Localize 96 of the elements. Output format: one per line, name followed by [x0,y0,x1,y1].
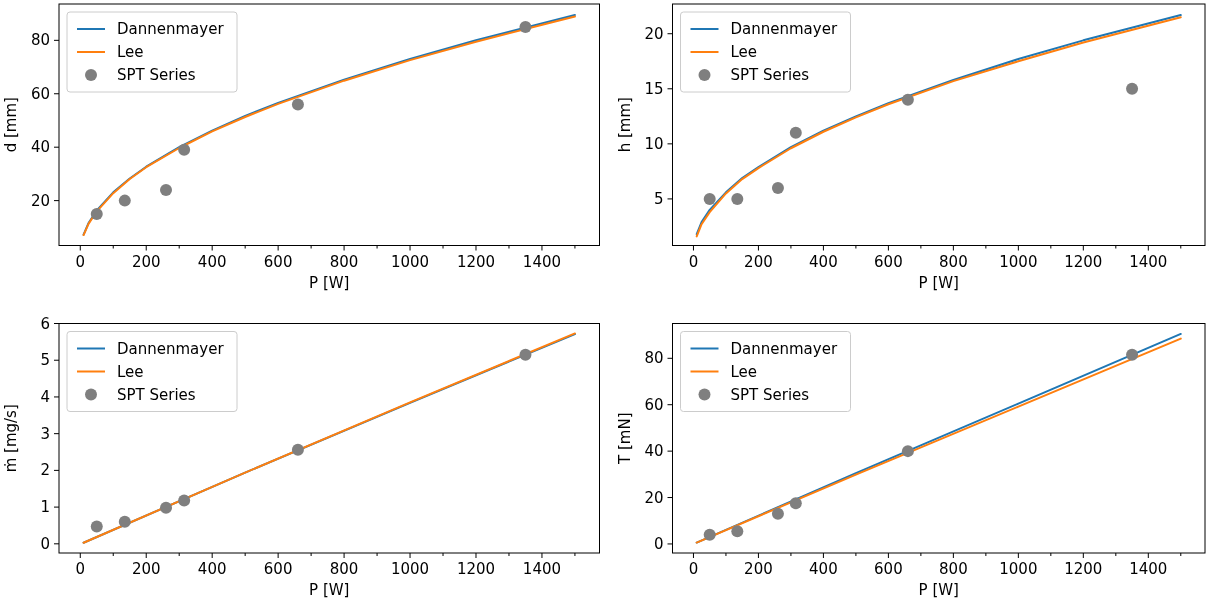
y-axis-title: ṁ [mg/s] [2,404,20,473]
y-tick-label: 0 [653,534,664,553]
x-tick-label: 200 [131,560,161,578]
point [731,192,744,205]
legend-label: Lee [117,362,144,381]
point [519,20,532,33]
y-tick-label: 4 [40,387,50,406]
x-tick-label: 1000 [999,560,1038,578]
x-tick-label: 200 [744,560,773,578]
point [160,183,173,196]
legend-label: Lee [117,43,144,61]
y-axis-title: d [mm] [2,97,20,153]
legend-label: SPT Series [730,385,810,404]
x-tick-label: 1000 [390,560,430,578]
y-tick-label: 20 [644,488,664,507]
point [731,525,744,538]
legend-label: SPT Series [117,385,196,404]
x-axis-title: P [W] [309,273,350,292]
x-tick-label: 800 [939,560,968,578]
y-tick-label: 80 [644,349,664,368]
y-tick-label: 40 [644,442,664,461]
y-tick-label: 5 [653,189,664,208]
x-tick-label: 1200 [456,252,496,271]
x-axis-title: P [W] [918,273,959,292]
y-tick-label: 5 [40,351,50,370]
point [178,143,191,156]
legend-label: Lee [730,43,758,61]
point [118,194,131,207]
x-tick-label: 1400 [1129,252,1168,271]
x-tick-label: 400 [197,560,227,578]
y-tick-label: 1 [40,498,50,517]
x-axis-title: P [W] [309,581,350,599]
point [703,192,716,205]
x-tick-label: 200 [744,252,773,271]
legend-label: Lee [730,362,758,381]
point [90,207,103,220]
x-tick-label: 600 [874,252,903,271]
x-tick-label: 1000 [390,252,430,271]
x-tick-label: 800 [329,252,359,271]
point [789,126,802,139]
y-axis-title: T [mN] [615,412,634,465]
point [519,348,532,361]
point [901,93,914,106]
y-tick-label: 2 [40,461,50,480]
x-tick-label: 0 [75,560,86,578]
y-tick-label: 60 [30,84,50,103]
point [1126,82,1139,95]
point [1126,348,1139,361]
x-tick-label: 800 [329,560,359,578]
y-tick-label: 3 [40,424,50,443]
y-tick-label: 40 [30,138,50,157]
legend-label: Dannenmayer [117,339,225,358]
y-tick-label: 0 [40,534,50,553]
y-tick-label: 10 [644,134,664,153]
legend-label: Dannenmayer [117,20,225,38]
x-tick-label: 0 [688,560,699,578]
x-tick-label: 400 [197,252,227,271]
x-tick-label: 600 [263,560,293,578]
y-tick-label: 15 [644,79,664,98]
x-tick-label: 0 [75,252,86,271]
x-tick-label: 1200 [1064,252,1103,271]
point [118,515,131,528]
y-tick-label: 20 [30,191,50,210]
x-tick-label: 400 [809,252,838,271]
y-tick-label: 6 [40,314,50,333]
x-tick-label: 600 [263,252,293,271]
x-tick-label: 400 [809,560,838,578]
y-axis-title: h [mm] [615,97,634,153]
point [771,507,784,520]
x-tick-label: 800 [939,252,968,271]
point [771,181,784,194]
point [90,520,103,533]
legend-label: Dannenmayer [730,339,838,358]
legend-label: Dannenmayer [730,20,838,38]
point [178,494,191,507]
point [901,445,914,458]
point [703,528,716,541]
point [291,98,304,111]
x-tick-label: 200 [131,252,161,271]
y-tick-label: 20 [644,24,664,43]
y-tick-label: 60 [644,395,664,414]
point [291,443,304,456]
x-tick-label: 1200 [1064,560,1103,578]
x-tick-label: 600 [874,560,903,578]
x-axis-title: P [W] [918,581,959,599]
x-tick-label: 1400 [1129,560,1168,578]
point [160,501,173,514]
x-tick-label: 1400 [522,252,562,271]
x-tick-label: 1200 [456,560,496,578]
x-tick-label: 1000 [999,252,1038,271]
legend-label: SPT Series [730,66,810,84]
x-tick-label: 1400 [522,560,562,578]
y-tick-label: 80 [30,31,50,50]
legend-label: SPT Series [117,66,196,84]
x-tick-label: 0 [688,252,699,271]
point [789,497,802,510]
